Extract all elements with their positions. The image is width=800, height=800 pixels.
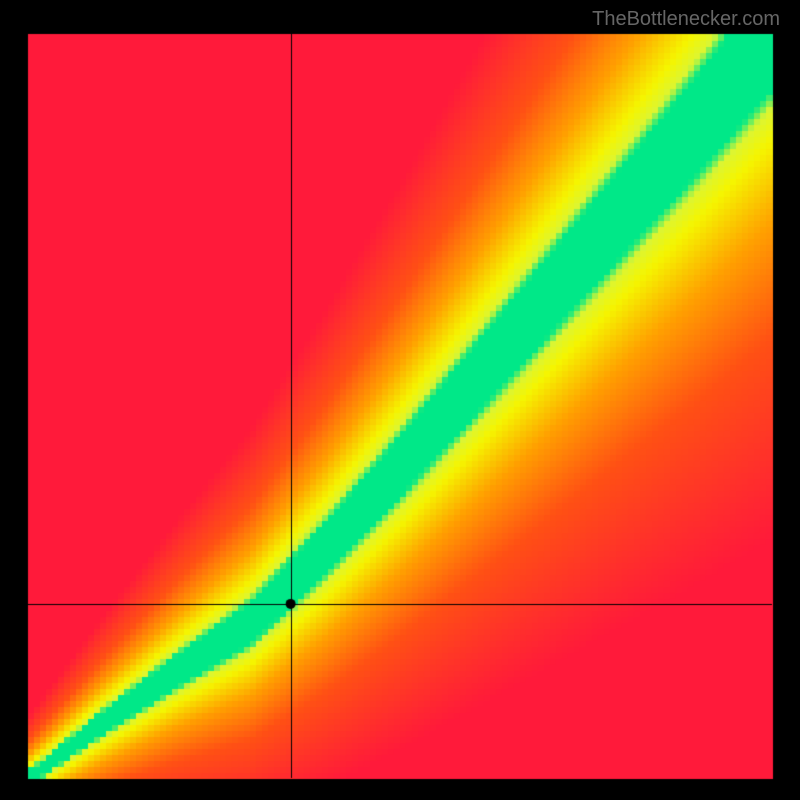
chart-container: TheBottlenecker.com xyxy=(0,0,800,800)
heatmap-canvas xyxy=(0,0,800,800)
watermark-text: TheBottlenecker.com xyxy=(592,8,780,31)
